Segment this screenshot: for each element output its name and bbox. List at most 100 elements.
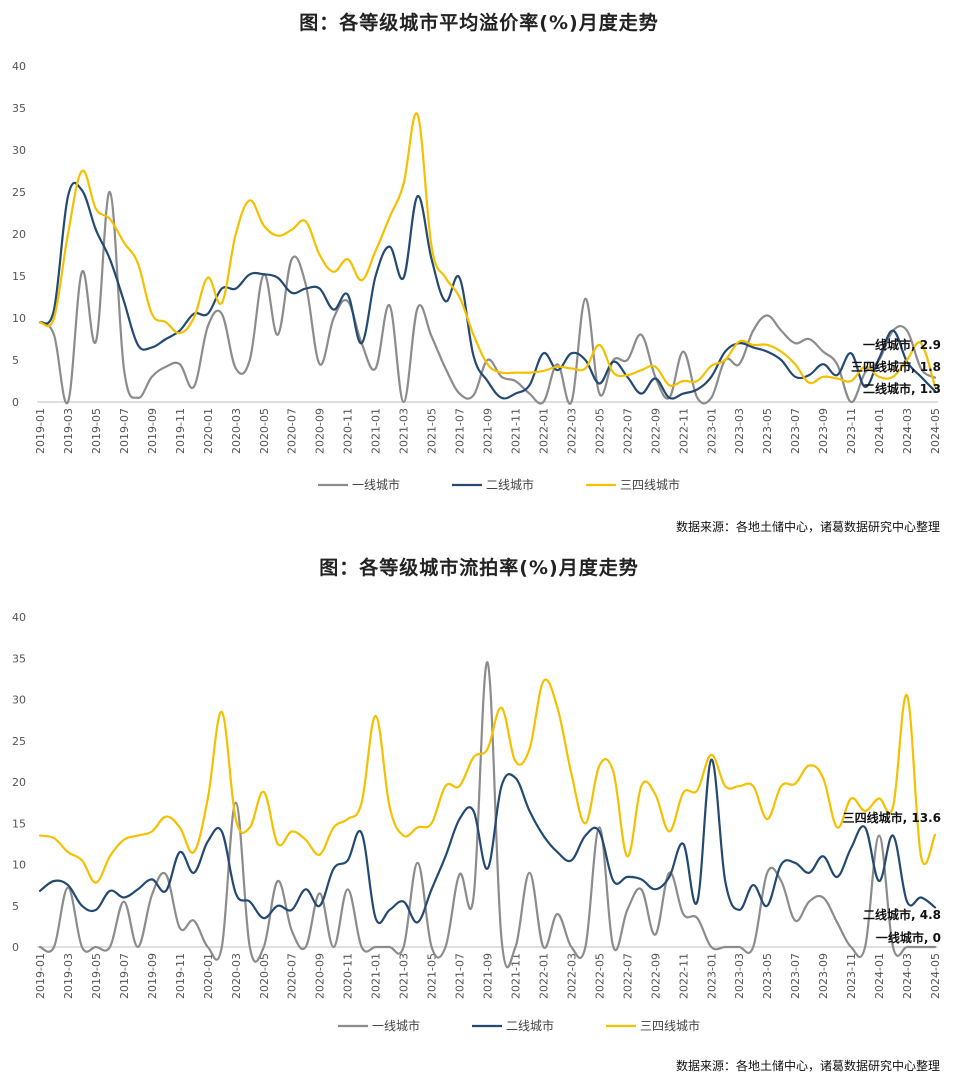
x-tick-label: 2021-11 [510, 408, 523, 454]
x-tick-label: 2024-01 [873, 408, 886, 454]
y-tick-label: 35 [12, 102, 26, 115]
x-tick-label: 2024-05 [929, 408, 942, 454]
y-tick-label: 5 [12, 900, 19, 913]
chart-title: 图：各等级城市流拍率(%)月度走势 [319, 557, 639, 579]
legend: 一线城市 二线城市 三四线城市 [318, 477, 680, 492]
x-tick-label: 2020-11 [342, 408, 355, 454]
series-line-1 [38, 181, 937, 400]
chart-panel-failed-auction-rate: 图：各等级城市流拍率(%)月度走势 0 5 10 15 20 25 30 35 40 2019-0… [0, 545, 958, 1081]
y-tick-label: 30 [12, 694, 26, 707]
x-tick-label: 2021-09 [482, 953, 495, 999]
x-tick-label: 2019-03 [62, 408, 75, 454]
x-tick-label: 2020-03 [230, 953, 243, 999]
x-tick-label: 2023-11 [845, 408, 858, 454]
x-tick-label: 2022-07 [621, 953, 634, 999]
series-end-label: 三四线城市, 13.6 [843, 810, 941, 825]
x-tick-label: 2020-05 [258, 408, 271, 454]
x-tick-label: 2019-07 [118, 408, 131, 454]
x-tick-label: 2020-07 [286, 953, 299, 999]
x-tick-label: 2020-09 [314, 953, 327, 999]
y-tick-label: 0 [12, 941, 19, 954]
x-tick-label: 2021-05 [426, 408, 439, 454]
x-tick-label: 2019-01 [34, 408, 47, 454]
x-tick-label: 2021-01 [370, 953, 383, 999]
x-tick-label: 2022-09 [649, 953, 662, 999]
x-tick-label: 2024-03 [901, 408, 914, 454]
x-tick-label: 2021-11 [510, 953, 523, 999]
series-end-label: 三四线城市, 1.8 [851, 359, 941, 374]
x-tick-label: 2019-09 [146, 408, 159, 454]
y-tick-label: 40 [12, 60, 26, 73]
series-end-label: 一线城市, 0 [876, 930, 941, 945]
x-tick-label: 2022-01 [537, 953, 550, 999]
x-tick-label: 2023-09 [817, 408, 830, 454]
x-tick-label: 2023-09 [817, 953, 830, 999]
x-tick-label: 2020-09 [314, 408, 327, 454]
x-tick-label: 2019-11 [174, 953, 187, 999]
x-tick-label: 2024-01 [873, 953, 886, 999]
y-tick-label: 0 [12, 396, 19, 409]
x-tick-label: 2022-03 [565, 408, 578, 454]
x-tick-label: 2021-07 [454, 953, 467, 999]
x-tick-label: 2022-11 [677, 408, 690, 454]
y-tick-label: 25 [12, 735, 26, 748]
x-tick-label: 2022-11 [677, 953, 690, 999]
x-tick-label: 2024-03 [901, 953, 914, 999]
x-axis: 2019-01 2019-03 2019-05 2019-07 2019-09 2019-… [34, 408, 942, 454]
x-tick-label: 2019-05 [90, 953, 103, 999]
x-tick-label: 2021-07 [454, 408, 467, 454]
legend-label: 一线城市 [372, 1018, 420, 1033]
y-axis: 0 5 10 15 20 25 30 35 40 [12, 60, 26, 409]
legend-label: 三四线城市 [640, 1018, 700, 1033]
series-line-2 [38, 112, 937, 388]
x-tick-label: 2019-05 [90, 408, 103, 454]
x-tick-label: 2023-05 [761, 408, 774, 454]
y-tick-label: 20 [12, 776, 26, 789]
y-tick-label: 40 [12, 611, 26, 624]
y-tick-label: 15 [12, 817, 26, 830]
legend-label: 二线城市 [486, 477, 534, 492]
x-tick-label: 2022-05 [593, 953, 606, 999]
legend-label: 二线城市 [506, 1018, 554, 1033]
series-line-0 [38, 661, 937, 969]
x-tick-label: 2022-03 [565, 953, 578, 999]
x-tick-label: 2023-07 [789, 953, 802, 999]
series-end-label: 一线城市, 2.9 [863, 337, 941, 352]
x-tick-label: 2023-07 [789, 408, 802, 454]
y-tick-label: 15 [12, 270, 26, 283]
x-tick-label: 2023-11 [845, 953, 858, 999]
series-end-label: 二线城市, 1.3 [863, 381, 941, 396]
x-tick-label: 2020-11 [342, 953, 355, 999]
x-tick-label: 2021-03 [398, 408, 411, 454]
x-tick-label: 2023-03 [733, 953, 746, 999]
x-tick-label: 2021-05 [426, 953, 439, 999]
x-tick-label: 2021-09 [482, 408, 495, 454]
series-line-2 [38, 678, 937, 884]
x-tick-label: 2019-11 [174, 408, 187, 454]
legend-label: 三四线城市 [620, 477, 680, 492]
x-tick-label: 2020-03 [230, 408, 243, 454]
y-tick-label: 25 [12, 186, 26, 199]
x-tick-label: 2021-01 [370, 408, 383, 454]
legend-label: 一线城市 [352, 477, 400, 492]
x-tick-label: 2019-09 [146, 953, 159, 999]
x-tick-label: 2019-07 [118, 953, 131, 999]
x-tick-label: 2019-01 [34, 953, 47, 999]
x-tick-label: 2020-07 [286, 408, 299, 454]
y-tick-label: 35 [12, 652, 26, 665]
x-tick-label: 2022-05 [593, 408, 606, 454]
chart-source: 数据来源：各地土储中心，诸葛数据研究中心整理 [675, 1059, 940, 1073]
y-tick-label: 10 [12, 859, 26, 872]
x-axis: 2019-01 2019-03 2019-05 2019-07 2019-09 2019-… [34, 953, 942, 999]
x-tick-label: 2023-05 [761, 953, 774, 999]
x-tick-label: 2023-01 [705, 408, 718, 454]
x-tick-label: 2021-03 [398, 953, 411, 999]
x-tick-label: 2022-01 [537, 408, 550, 454]
y-tick-label: 20 [12, 228, 26, 241]
chart-panel-premium-rate: 图：各等级城市平均溢价率(%)月度走势 0 5 10 15 20 25 30 35 40 2019… [0, 0, 958, 540]
y-tick-label: 30 [12, 144, 26, 157]
x-tick-label: 2022-07 [621, 408, 634, 454]
y-tick-label: 5 [12, 354, 19, 367]
